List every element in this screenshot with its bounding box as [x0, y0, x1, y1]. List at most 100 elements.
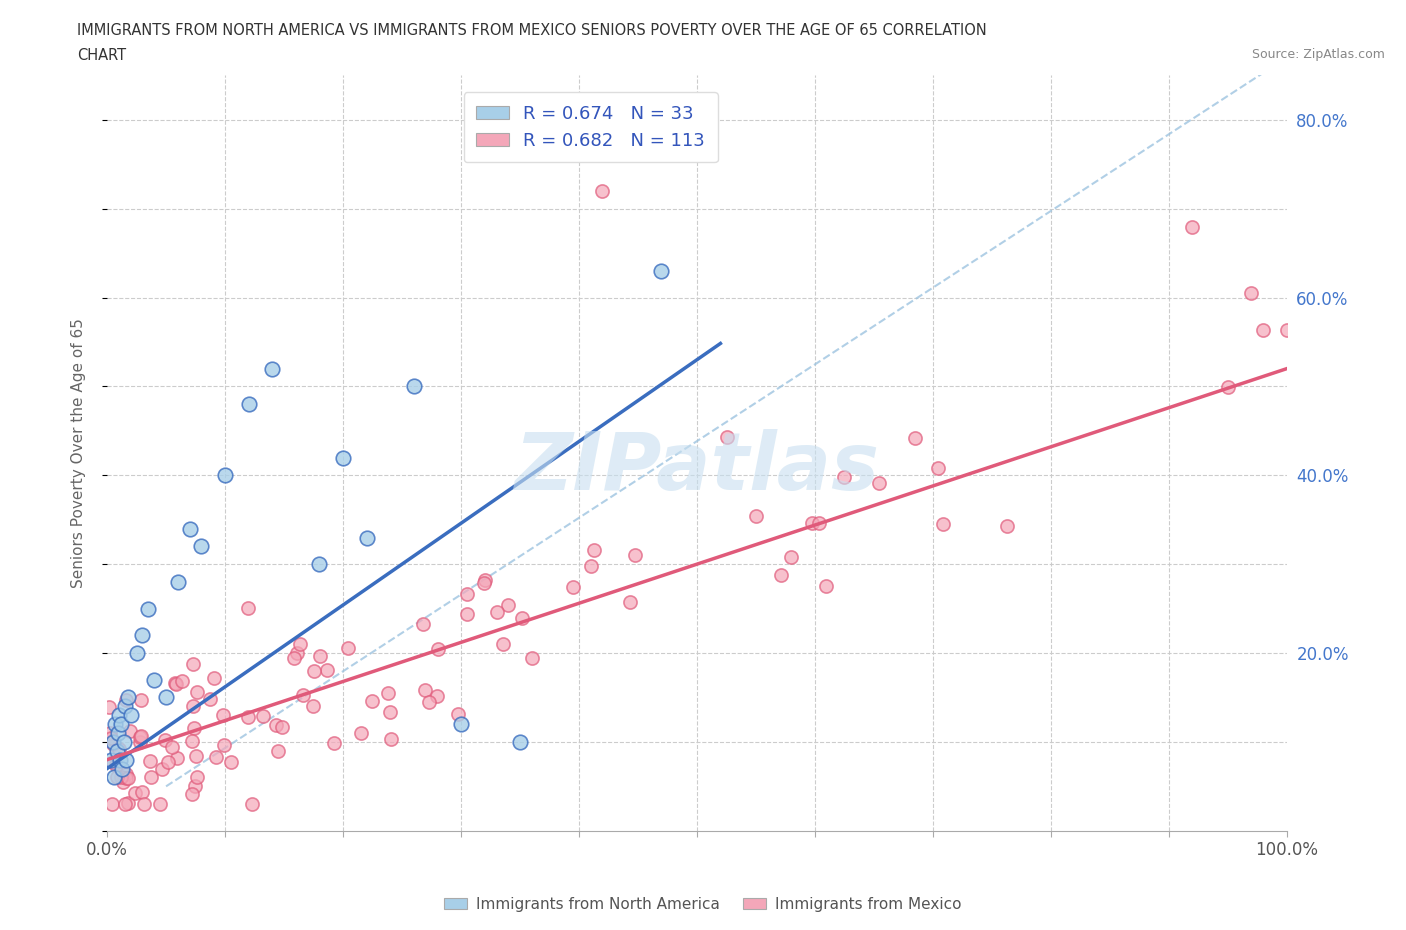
Point [745, 509, 768, 524]
Point [181, 787, 204, 802]
Point [1275, 323, 1298, 338]
Point [350, 725, 373, 740]
Point [118, 724, 141, 738]
Point [492, 636, 515, 651]
Point [190, 539, 212, 554]
Point [141, 770, 163, 785]
Point [716, 430, 738, 445]
Point [814, 578, 837, 593]
Point [112, 775, 135, 790]
Point [128, 730, 150, 745]
Point [412, 617, 434, 631]
Point [322, 736, 344, 751]
Point [112, 735, 135, 750]
Point [149, 797, 172, 812]
Point [456, 606, 478, 621]
Point [139, 754, 162, 769]
Point [115, 752, 138, 767]
Point [221, 754, 243, 769]
Point [377, 685, 399, 700]
Y-axis label: Seniors Poverty Over the Age of 65: Seniors Poverty Over the Age of 65 [72, 318, 86, 588]
Point [124, 786, 146, 801]
Point [769, 567, 792, 582]
Point [904, 431, 927, 445]
Point [125, 645, 148, 660]
Point [101, 735, 124, 750]
Point [1251, 323, 1274, 338]
Point [650, 263, 672, 278]
Point [103, 754, 125, 769]
Point [101, 737, 124, 751]
Point [105, 743, 128, 758]
Point [100, 731, 122, 746]
Point [100, 726, 122, 741]
Point [290, 637, 312, 652]
Point [426, 642, 449, 657]
Point [308, 557, 330, 572]
Point [103, 770, 125, 785]
Point [128, 735, 150, 750]
Point [179, 521, 201, 536]
Point [562, 579, 585, 594]
Point [486, 604, 509, 619]
Point [927, 460, 949, 475]
Point [1240, 286, 1263, 300]
Point [170, 673, 193, 688]
Point [315, 663, 337, 678]
Point [402, 379, 425, 394]
Point [205, 750, 228, 764]
Point [131, 728, 153, 743]
Point [496, 598, 519, 613]
Point [336, 641, 359, 656]
Point [512, 610, 534, 625]
Point [800, 516, 823, 531]
Point [110, 769, 132, 784]
Point [807, 515, 830, 530]
Point [509, 735, 531, 750]
Point [112, 765, 135, 780]
Point [356, 530, 378, 545]
Point [186, 684, 208, 699]
Point [181, 657, 204, 671]
Point [108, 752, 131, 767]
Point [111, 761, 134, 776]
Point [104, 758, 127, 773]
Point [108, 742, 131, 757]
Point [474, 573, 496, 588]
Point [262, 361, 284, 376]
Point [183, 721, 205, 736]
Point [150, 762, 173, 777]
Point [108, 708, 131, 723]
Point [267, 744, 290, 759]
Point [450, 717, 472, 732]
Point [160, 739, 183, 754]
Point [107, 725, 129, 740]
Point [592, 183, 614, 198]
Point [212, 708, 235, 723]
Point [110, 717, 132, 732]
Point [624, 548, 647, 563]
Point [117, 796, 139, 811]
Point [447, 706, 470, 721]
Point [271, 719, 294, 734]
Point [332, 450, 354, 465]
Point [212, 737, 235, 752]
Point [198, 692, 221, 707]
Legend: R = 0.674   N = 33, R = 0.682   N = 113: R = 0.674 N = 33, R = 0.682 N = 113 [464, 92, 717, 163]
Text: Source: ZipAtlas.com: Source: ZipAtlas.com [1251, 48, 1385, 61]
Point [181, 698, 204, 713]
Point [202, 671, 225, 685]
Point [105, 769, 128, 784]
Point [131, 628, 153, 643]
Point [832, 470, 855, 485]
Point [115, 771, 138, 786]
Point [378, 705, 401, 720]
Point [114, 797, 136, 812]
Point [134, 797, 156, 812]
Point [1181, 219, 1204, 234]
Point [131, 693, 153, 708]
Point [186, 749, 208, 764]
Point [100, 797, 122, 812]
Point [236, 710, 259, 724]
Legend: Immigrants from North America, Immigrants from Mexico: Immigrants from North America, Immigrant… [439, 891, 967, 918]
